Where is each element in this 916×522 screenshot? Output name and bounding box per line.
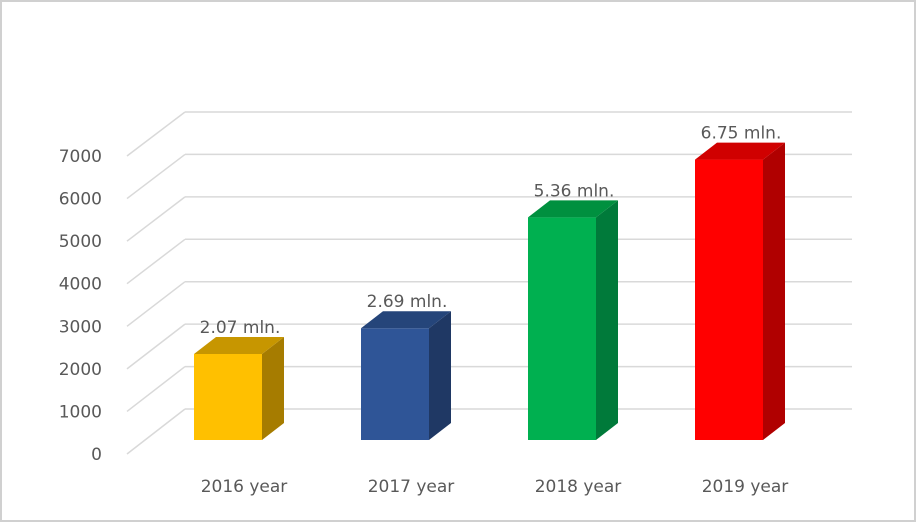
gridline-diagonal <box>126 111 186 157</box>
bar-top <box>695 142 785 160</box>
bar-side <box>763 142 785 440</box>
bar-front <box>695 159 763 440</box>
gridline-diagonal <box>126 323 186 370</box>
data-label: 6.75 mln. <box>701 124 782 144</box>
data-label: 5.36 mln. <box>534 181 615 201</box>
gridline-diagonal <box>126 238 186 285</box>
gridline-diagonal <box>126 153 186 200</box>
y-tick-label: 5000 <box>59 232 102 252</box>
x-tick-label: 2018 year <box>535 477 622 497</box>
gridline-diagonal <box>126 408 186 455</box>
y-tick-label: 6000 <box>59 190 102 210</box>
y-tick-label: 2000 <box>59 360 102 380</box>
y-tick-label: 3000 <box>59 317 102 337</box>
bar-top <box>361 311 451 329</box>
x-tick-label: 2019 year <box>702 477 789 497</box>
y-tick-label: 1000 <box>59 402 102 422</box>
bar-side <box>429 311 451 440</box>
bar-top <box>528 200 618 218</box>
y-tick-label: 4000 <box>59 275 102 295</box>
y-tick-label: 0 <box>91 445 102 465</box>
bar-front <box>361 328 429 440</box>
gridline-diagonal <box>126 281 186 327</box>
x-tick-label: 2016 year <box>201 477 288 497</box>
data-label: 2.07 mln. <box>200 318 281 338</box>
bar-top <box>194 337 284 354</box>
bar-front <box>194 354 262 440</box>
bar-side <box>596 200 618 440</box>
bar-front <box>528 217 596 440</box>
data-label: 2.69 mln. <box>367 292 448 312</box>
bar-side <box>262 337 284 440</box>
x-tick-label: 2017 year <box>368 477 455 497</box>
gridline-diagonal <box>126 196 186 242</box>
gridline-diagonal <box>126 365 186 413</box>
y-tick-label: 7000 <box>59 147 102 167</box>
